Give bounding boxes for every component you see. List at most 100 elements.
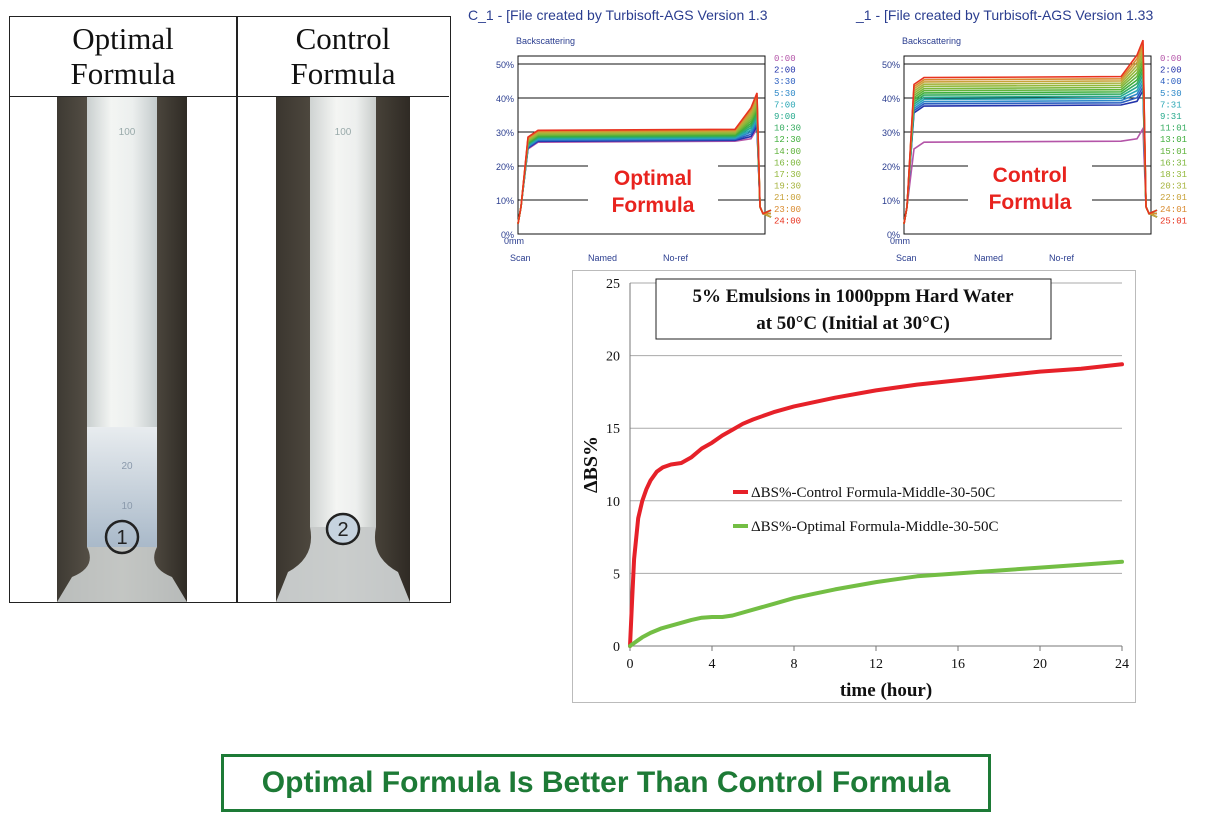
- scan-time-label: 21:00: [774, 193, 801, 203]
- backscattering-label: Backscattering: [902, 36, 961, 46]
- turbiscan-right-title: _1 - [File created by Turbisoft-AGS Vers…: [856, 7, 1154, 23]
- table-divider: [236, 17, 238, 602]
- turbiscan-left-plot: Backscattering 50% 40% 30% 20% 10% 0%0mm Scan Na…: [496, 36, 801, 263]
- x-tick-label: 20: [1033, 657, 1047, 672]
- turbiscan-left-overlay: Optimal Formula: [588, 165, 718, 219]
- x-tick-label: 12: [869, 657, 883, 672]
- footer-label: Named: [974, 253, 1003, 263]
- scan-time-label: 9:31: [1160, 112, 1182, 122]
- cylinder-1-image: 1 100 20 10: [57, 97, 187, 602]
- x-tick-label: 16: [951, 657, 965, 672]
- footer-label: No-ref: [663, 253, 689, 263]
- cylinder-photo-table: Optimal Formula Control Formula: [9, 16, 451, 603]
- cylinder-2-number-circle: [325, 512, 361, 546]
- scan-time-label: 14:00: [774, 147, 801, 157]
- delta-bs-chart-svg: 0 5 10 15 20 25 0 4 8 12 16 20 24 time (hour) ΔBS% 5% E…: [580, 277, 1129, 701]
- x-start-label: 0mm: [504, 236, 524, 246]
- scan-time-label: 24:01: [1160, 205, 1187, 215]
- y-tick-label: 30%: [496, 128, 514, 138]
- scan-curve: [903, 39, 1158, 224]
- scan-time-label: 15:01: [1160, 147, 1187, 157]
- scan-time-label: 7:31: [1160, 100, 1182, 110]
- y-tick-label: 0%: [887, 230, 900, 240]
- scan-time-label: 5:30: [1160, 89, 1182, 99]
- overlay-right-line1: Control: [992, 164, 1068, 187]
- x-start-label: 0mm: [890, 236, 910, 246]
- footer-label: Scan: [896, 253, 917, 263]
- chart-title-box: [655, 278, 1052, 340]
- control-heading-line1: Control: [295, 21, 391, 56]
- y-axis-label: ΔBS%: [580, 436, 602, 493]
- overlay-right-line2: Formula: [988, 191, 1072, 214]
- cylinder-1-number: 1: [116, 527, 127, 549]
- chart-title-line2: at 50°C (Initial at 30°C): [756, 313, 950, 334]
- scan-time-label: 24:00: [774, 216, 801, 226]
- control-cylinder-photo: 2 100: [276, 97, 410, 602]
- x-tick-label: 24: [1115, 657, 1129, 672]
- optimal-heading-line2: Formula: [70, 56, 176, 91]
- scan-time-label: 18:31: [1160, 170, 1187, 180]
- cylinder-2-mark-100: 100: [335, 127, 352, 138]
- y-tick-label: 50%: [496, 60, 514, 70]
- turbiscan-left-panel: Backscattering 50% 40% 30% 20% 10% 0% 0mm Scan Na…: [470, 34, 830, 264]
- overlay-left-line1: Optimal: [613, 167, 693, 190]
- legend-label: ΔBS%-Optimal Formula-Middle-30-50C: [751, 519, 999, 535]
- optimal-cylinder-photo: 1 100 20 10: [57, 97, 187, 602]
- scan-time-label: 11:01: [1160, 124, 1187, 134]
- turbiscan-right-overlay: Control Formula: [968, 162, 1092, 216]
- y-tick-label: 20%: [496, 162, 514, 172]
- x-tick-label: 4: [709, 657, 716, 672]
- scan-time-label: 4:00: [1160, 77, 1182, 87]
- y-tick-label: 15: [606, 422, 620, 437]
- scan-time-label: 5:30: [774, 89, 796, 99]
- plot-frame: [517, 55, 766, 235]
- scan-time-label: 16:31: [1160, 158, 1187, 168]
- optimal-series-line: [628, 559, 1124, 648]
- delta-bs-chart: 0 5 10 15 20 25 0 4 8 12 16 20 24 time (hour) ΔBS% 5% E…: [572, 270, 1136, 703]
- y-tick-label: 30%: [882, 128, 900, 138]
- plot-frame: [903, 55, 1152, 235]
- y-tick-label: 10%: [496, 196, 514, 206]
- scan-time-label: 23:00: [774, 205, 801, 215]
- scan-time-label: 22:01: [1160, 193, 1187, 203]
- footer-label: Named: [588, 253, 617, 263]
- scan-time-label: 19:30: [774, 182, 801, 192]
- scan-time-label: 2:00: [1160, 66, 1182, 76]
- x-tick-label: 8: [791, 657, 798, 672]
- scan-curve: [517, 92, 772, 224]
- y-tick-label: 40%: [882, 94, 900, 104]
- scan-time-label: 16:00: [774, 158, 801, 168]
- optimal-heading-line1: Optimal: [72, 21, 174, 56]
- turbiscan-left-title: C_1 - [File created by Turbisoft-AGS Ver…: [468, 7, 768, 23]
- scan-time-label: 9:00: [774, 112, 796, 122]
- cylinder-2-number: 2: [337, 519, 348, 541]
- scan-time-label: 20:31: [1160, 182, 1187, 192]
- scan-time-label: 2:00: [774, 66, 796, 76]
- x-axis-label: time (hour): [840, 680, 932, 701]
- y-tick-label: 20%: [882, 162, 900, 172]
- scan-time-label: 3:30: [774, 77, 796, 87]
- cylinder-1-mark-100: 100: [119, 127, 136, 138]
- control-formula-heading: Control Formula: [237, 17, 449, 97]
- y-tick-label: 25: [606, 277, 620, 292]
- scan-time-label: 13:01: [1160, 135, 1187, 145]
- y-tick-label: 0: [613, 640, 620, 655]
- scan-time-label: 10:30: [774, 124, 801, 134]
- cylinder-1-mark-20: 20: [121, 461, 133, 472]
- y-tick-label: 5: [613, 567, 620, 582]
- control-series-line: [628, 362, 1124, 648]
- scan-time-label: 25:01: [1160, 216, 1187, 226]
- y-tick-label: 10%: [882, 196, 900, 206]
- optimal-formula-heading: Optimal Formula: [10, 17, 236, 97]
- footer-label: Scan: [510, 253, 531, 263]
- scan-time-label: 7:00: [774, 100, 796, 110]
- y-tick-label: 40%: [496, 94, 514, 104]
- footer-label: No-ref: [1049, 253, 1075, 263]
- chart-title-line1: 5% Emulsions in 1000ppm Hard Water: [692, 286, 1014, 307]
- overlay-left-line2: Formula: [611, 194, 695, 217]
- y-tick-label: 20: [606, 350, 620, 365]
- y-tick-label: 10: [606, 495, 620, 510]
- scan-time-label: 12:30: [774, 135, 801, 145]
- y-tick-label: 0%: [501, 230, 514, 240]
- scan-time-label: 17:30: [774, 170, 801, 180]
